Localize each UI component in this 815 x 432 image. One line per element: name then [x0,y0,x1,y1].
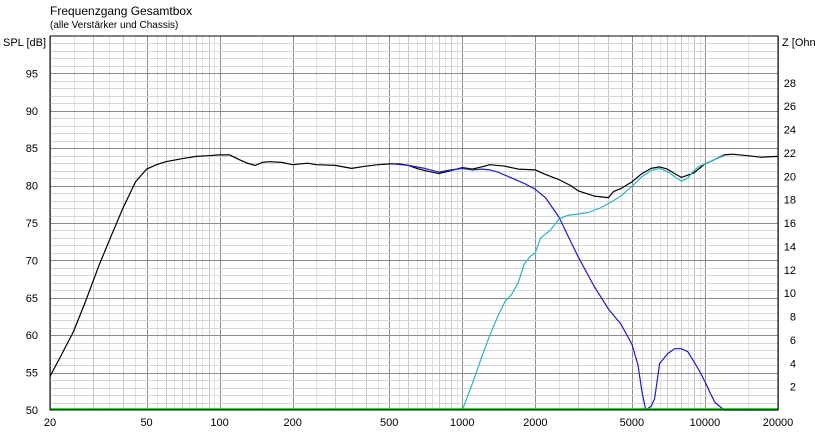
y2-axis-label: Z [Ohn [782,37,815,49]
chart-subtitle: (alle Verstärker und Chassis) [50,20,178,31]
y2-tick-label: 18 [784,195,796,207]
y-tick-label: 75 [26,218,38,230]
plot-grid [50,36,779,410]
y2-tick-label: 14 [784,241,796,253]
y-axis-label: SPL [dB] [3,37,46,49]
x-tick-label: 2000 [523,417,547,429]
x-tick-label: 10000 [690,417,721,429]
y-tick-label: 60 [26,330,38,342]
y-tick-label: 85 [26,143,38,155]
y-tick-label: 70 [26,255,38,267]
plot-frame [49,35,779,411]
x-tick-label: 5000 [620,417,644,429]
y-tick-label: 95 [26,68,38,80]
y2-tick-label: 6 [790,335,796,347]
y2-tick-label: 20 [784,171,796,183]
chart-title: Frequenzgang Gesamtbox [50,4,192,18]
y2-tick-label: 10 [784,288,796,300]
y2-tick-label: 24 [784,125,796,137]
x-tick-label: 200 [283,417,301,429]
tick-labels: 20 50 100 200 500 1000 2000 5000 10000 20000 50 55 6… [26,68,796,429]
y2-tick-label: 4 [790,358,796,370]
y2-tick-label: 28 [784,78,796,90]
y2-tick-label: 12 [784,265,796,277]
x-tick-label: 50 [140,417,152,429]
y-tick-label: 55 [26,368,38,380]
y2-tick-label: 2 [790,382,796,394]
y-tick-label: 50 [26,405,38,417]
x-tick-label: 500 [380,417,398,429]
series-line-2 [393,163,778,411]
x-tick-label: 20 [44,417,56,429]
y2-tick-label: 8 [790,312,796,324]
x-tick-label: 20000 [763,417,794,429]
x-tick-label: 100 [210,417,228,429]
series-line-3 [461,155,725,411]
y-tick-label: 65 [26,293,38,305]
plot-area [49,153,779,411]
y2-tick-label: 26 [784,101,796,113]
x-tick-label: 1000 [450,417,474,429]
y2-tick-label: 22 [784,148,796,160]
y-tick-label: 80 [26,181,38,193]
y-tick-label: 90 [26,106,38,118]
y2-tick-label: 16 [784,218,796,230]
series-line-1 [49,153,779,377]
